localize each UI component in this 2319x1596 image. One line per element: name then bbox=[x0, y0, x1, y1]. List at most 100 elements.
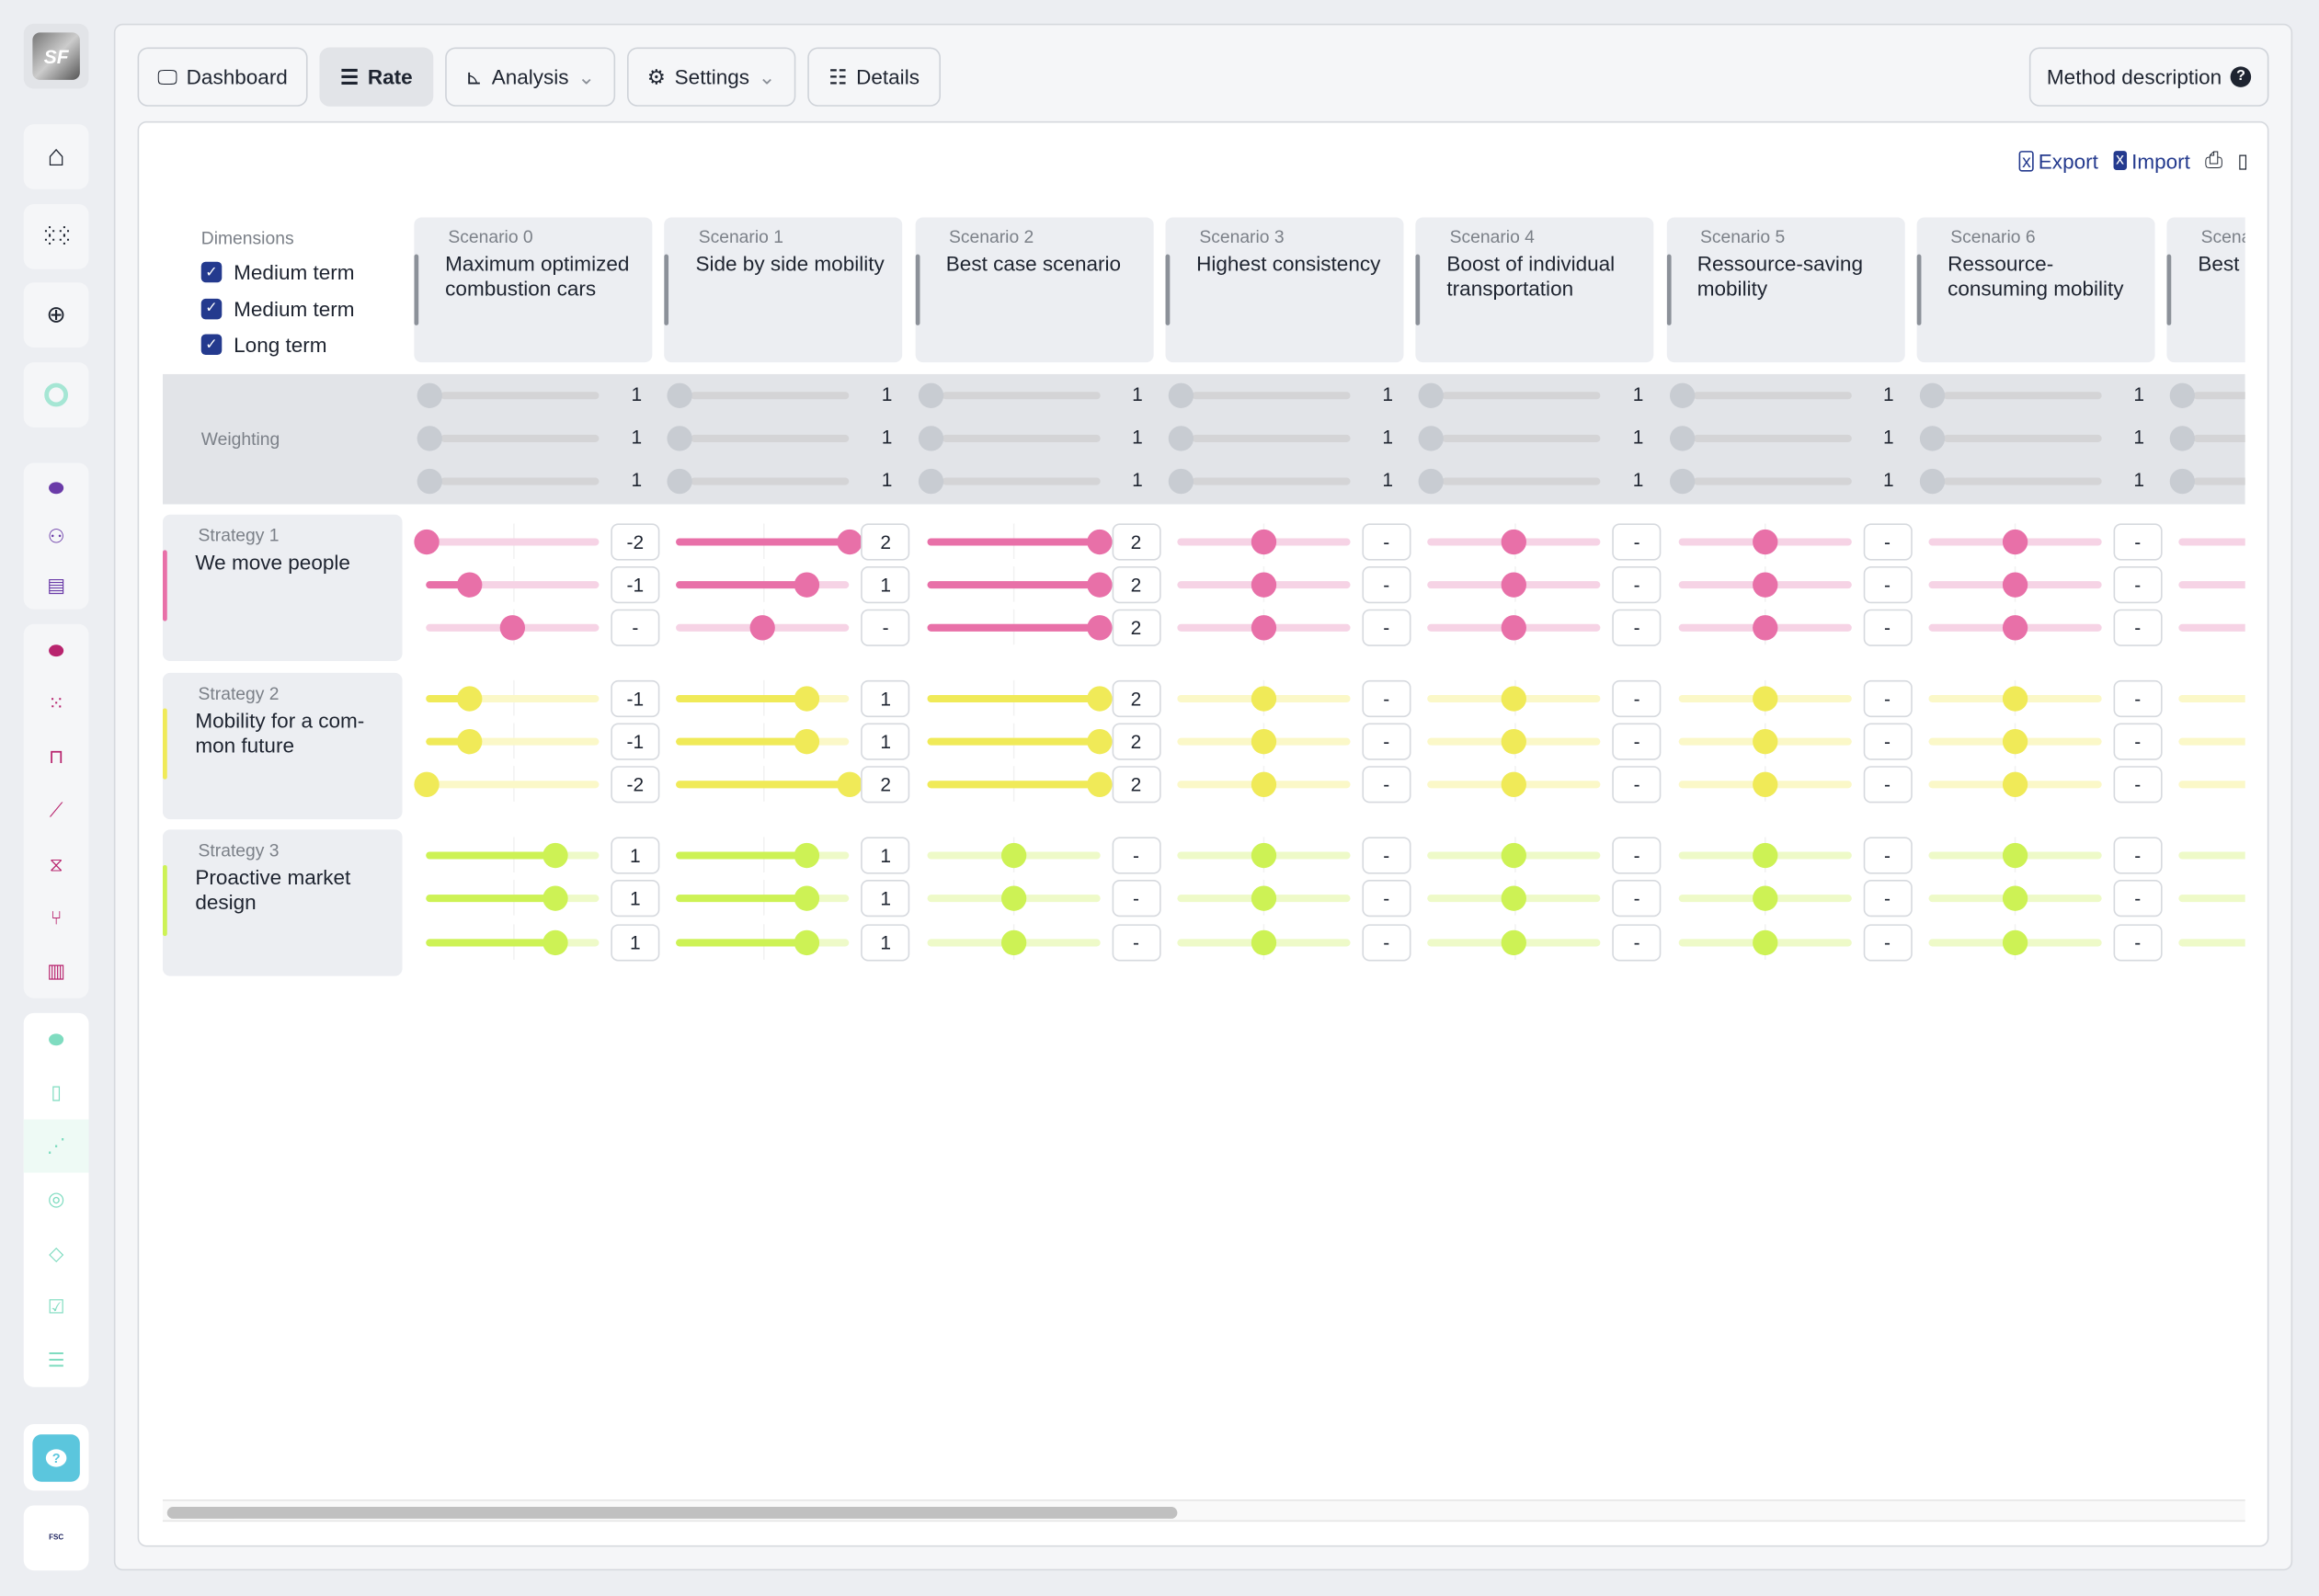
weight-slider-thumb[interactable] bbox=[1418, 382, 1445, 408]
weight-slider-track[interactable] bbox=[941, 477, 1101, 485]
strategy-card[interactable]: Strategy 2 Mobility for a com-mon future bbox=[162, 672, 403, 820]
scenario-header[interactable]: Scenario 6 Ressource-consuming mobility bbox=[1916, 217, 2155, 363]
rating-value-input[interactable]: 2 bbox=[861, 523, 910, 561]
rating-value-input[interactable]: - bbox=[1862, 609, 1912, 646]
help-button[interactable]: ? bbox=[32, 1433, 80, 1481]
rating-value-input[interactable]: 2 bbox=[861, 766, 910, 804]
weight-slider-track[interactable] bbox=[1192, 477, 1351, 485]
sidebar-item-book[interactable]: ▯ bbox=[24, 1066, 89, 1120]
scenario-header[interactable]: Scenario 0 Maximum optimized combustion c… bbox=[414, 217, 653, 363]
rating-value-input[interactable]: - bbox=[1612, 609, 1662, 646]
scenario-header[interactable]: Scenario 7 Best case scenario bbox=[2166, 217, 2245, 363]
weight-slider-track[interactable] bbox=[941, 434, 1101, 442]
status-button[interactable] bbox=[23, 362, 89, 428]
sidebar-item-lock[interactable]: ⊓ bbox=[24, 731, 89, 784]
rating-slider-thumb[interactable] bbox=[1501, 728, 1527, 754]
rating-slider-thumb[interactable] bbox=[1087, 728, 1113, 754]
rating-value-input[interactable]: - bbox=[1362, 566, 1411, 604]
weight-slider-track[interactable] bbox=[2193, 434, 2245, 442]
rating-slider-thumb[interactable] bbox=[1087, 770, 1113, 797]
rating-slider-thumb[interactable] bbox=[456, 685, 482, 711]
sidebar-item-telescope[interactable]: ⟋ bbox=[24, 784, 89, 838]
rating-slider-thumb[interactable] bbox=[1251, 728, 1276, 754]
rating-slider-thumb[interactable] bbox=[413, 770, 439, 797]
weight-slider-thumb[interactable] bbox=[667, 382, 693, 408]
rating-value-input[interactable]: 1 bbox=[861, 924, 910, 962]
rating-value-input[interactable]: - bbox=[1362, 924, 1411, 962]
rating-value-input[interactable]: - bbox=[2113, 609, 2163, 646]
rating-slider-thumb[interactable] bbox=[1501, 614, 1527, 640]
tab-analysis[interactable]: ⊾ Analysis ⌄ bbox=[445, 47, 616, 107]
weight-slider-track[interactable] bbox=[1692, 477, 1852, 485]
rating-slider-thumb[interactable] bbox=[543, 929, 569, 955]
tab-rate[interactable]: ☰ Rate bbox=[319, 47, 434, 107]
rating-value-input[interactable]: - bbox=[1862, 566, 1912, 604]
rating-slider-track[interactable] bbox=[2178, 581, 2245, 589]
rating-slider-track[interactable] bbox=[2178, 623, 2245, 632]
rating-value-input[interactable]: -2 bbox=[611, 523, 660, 561]
rating-slider-thumb[interactable] bbox=[2002, 884, 2028, 911]
rating-slider-thumb[interactable] bbox=[543, 884, 569, 911]
apps-button[interactable]: ⁘⁘ ⁘⁘ bbox=[23, 203, 89, 269]
rating-slider-thumb[interactable] bbox=[1087, 571, 1113, 598]
rating-value-input[interactable]: -2 bbox=[611, 766, 660, 804]
method-description-button[interactable]: Method description? bbox=[2028, 47, 2269, 107]
weight-slider-track[interactable] bbox=[440, 477, 600, 485]
rating-value-input[interactable]: - bbox=[1612, 566, 1662, 604]
rating-value-input[interactable]: -1 bbox=[611, 723, 660, 760]
weight-slider-thumb[interactable] bbox=[1919, 468, 1945, 495]
rating-value-input[interactable]: - bbox=[1862, 723, 1912, 760]
weight-slider-track[interactable] bbox=[1192, 434, 1351, 442]
rating-slider-thumb[interactable] bbox=[1251, 770, 1276, 797]
scrollbar-thumb[interactable] bbox=[166, 1507, 1178, 1519]
scenario-header[interactable]: Scenario 5 Ressource-saving mobility bbox=[1665, 217, 1904, 363]
sidebar-item-scatter[interactable]: ⋰ bbox=[23, 1120, 89, 1174]
weight-slider-thumb[interactable] bbox=[1669, 468, 1695, 495]
rating-slider-thumb[interactable] bbox=[499, 614, 526, 640]
rating-slider-thumb[interactable] bbox=[1501, 571, 1527, 598]
rating-value-input[interactable]: 1 bbox=[861, 880, 910, 918]
rating-slider-thumb[interactable] bbox=[2002, 529, 2028, 554]
sidebar-item-network[interactable]: ⚇ bbox=[24, 512, 89, 561]
rating-slider-thumb[interactable] bbox=[749, 614, 776, 640]
rating-slider-track[interactable] bbox=[2178, 538, 2245, 546]
rating-value-input[interactable]: 1 bbox=[861, 679, 910, 718]
rating-slider-track[interactable] bbox=[426, 538, 600, 546]
rating-slider-thumb[interactable] bbox=[2002, 770, 2028, 797]
rating-value-input[interactable]: - bbox=[1111, 880, 1161, 918]
rating-slider-thumb[interactable] bbox=[1501, 770, 1527, 797]
rating-slider-thumb[interactable] bbox=[794, 685, 819, 711]
rating-slider-thumb[interactable] bbox=[1251, 529, 1276, 554]
rating-slider-thumb[interactable] bbox=[1087, 685, 1113, 711]
rating-value-input[interactable]: - bbox=[1362, 679, 1411, 718]
rating-value-input[interactable]: 2 bbox=[1111, 766, 1161, 804]
rating-slider-thumb[interactable] bbox=[1251, 571, 1276, 598]
rating-value-input[interactable]: - bbox=[2113, 679, 2163, 718]
rating-slider-thumb[interactable] bbox=[2002, 685, 2028, 711]
rating-value-input[interactable]: - bbox=[1362, 766, 1411, 804]
rating-slider-thumb[interactable] bbox=[794, 571, 819, 598]
rating-slider-thumb[interactable] bbox=[1501, 884, 1527, 911]
rating-value-input[interactable]: 1 bbox=[861, 723, 910, 760]
rating-value-input[interactable]: - bbox=[1362, 837, 1411, 874]
rating-value-input[interactable]: -1 bbox=[611, 566, 660, 604]
weight-slider-thumb[interactable] bbox=[1669, 382, 1695, 408]
weight-slider-thumb[interactable] bbox=[918, 426, 943, 451]
rating-value-input[interactable]: - bbox=[1862, 924, 1912, 962]
weight-slider-thumb[interactable] bbox=[667, 426, 693, 451]
rating-slider-thumb[interactable] bbox=[1251, 884, 1276, 911]
tab-details[interactable]: ☷ Details bbox=[807, 47, 942, 107]
rating-value-input[interactable]: - bbox=[1612, 837, 1662, 874]
rating-slider-track[interactable] bbox=[2178, 939, 2245, 947]
rating-value-input[interactable]: - bbox=[1362, 609, 1411, 646]
rating-slider-thumb[interactable] bbox=[1000, 884, 1026, 911]
rating-value-input[interactable]: 2 bbox=[1111, 609, 1161, 646]
weight-slider-track[interactable] bbox=[1943, 392, 2102, 400]
rating-slider-track[interactable] bbox=[2178, 737, 2245, 746]
scenario-header[interactable]: Scenario 1 Side by side mobility bbox=[664, 217, 903, 363]
rating-slider-thumb[interactable] bbox=[794, 929, 819, 955]
rating-value-input[interactable]: - bbox=[2113, 766, 2163, 804]
rating-value-input[interactable]: - bbox=[1111, 924, 1161, 962]
weight-slider-thumb[interactable] bbox=[1669, 426, 1695, 451]
rating-slider-thumb[interactable] bbox=[1000, 842, 1026, 868]
